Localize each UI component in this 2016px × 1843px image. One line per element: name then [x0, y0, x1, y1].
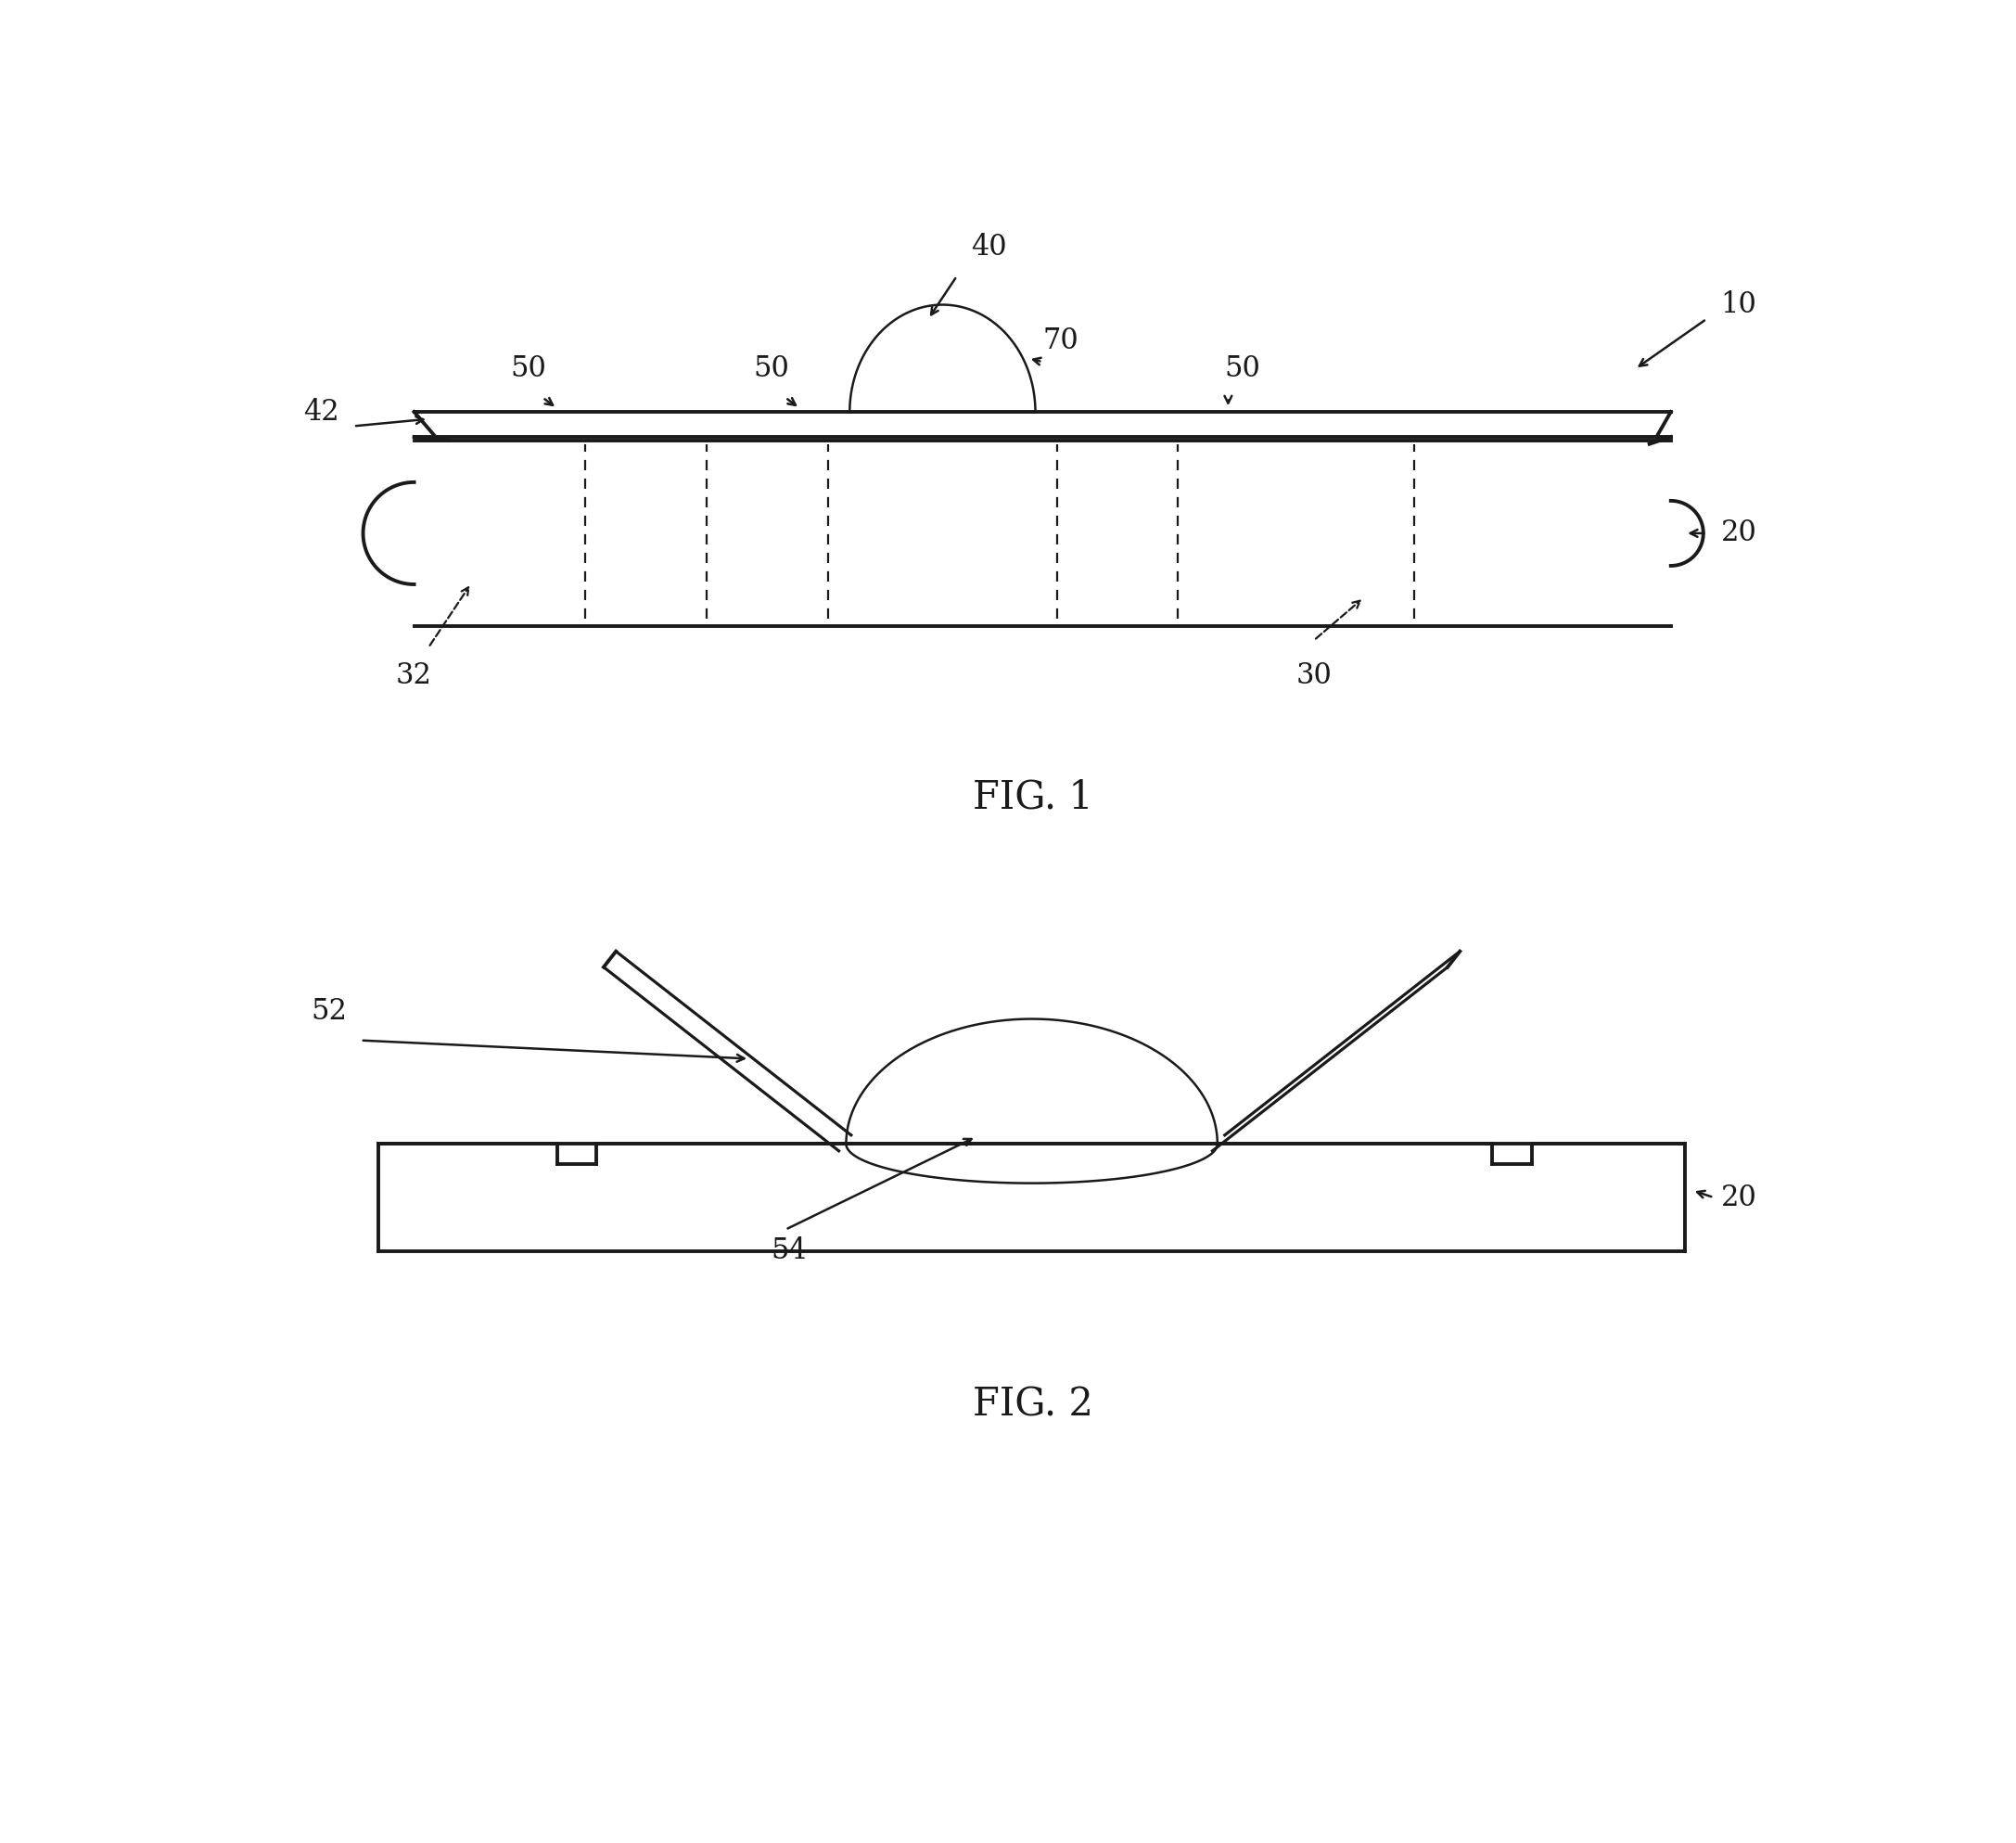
Text: 30: 30 [1296, 662, 1333, 691]
Text: 42: 42 [304, 398, 339, 426]
Text: 32: 32 [395, 662, 431, 691]
Text: FIG. 2: FIG. 2 [974, 1386, 1093, 1425]
Text: FIG. 1: FIG. 1 [974, 778, 1093, 816]
Text: 20: 20 [1722, 520, 1756, 547]
Text: 50: 50 [510, 354, 546, 383]
Text: 70: 70 [1042, 326, 1079, 356]
Text: 50: 50 [1224, 354, 1260, 383]
Text: 20: 20 [1722, 1183, 1756, 1213]
Text: 40: 40 [972, 234, 1006, 262]
Text: 10: 10 [1722, 291, 1756, 319]
Text: 54: 54 [772, 1237, 806, 1266]
Text: 52: 52 [310, 997, 347, 1027]
Text: 50: 50 [754, 354, 788, 383]
